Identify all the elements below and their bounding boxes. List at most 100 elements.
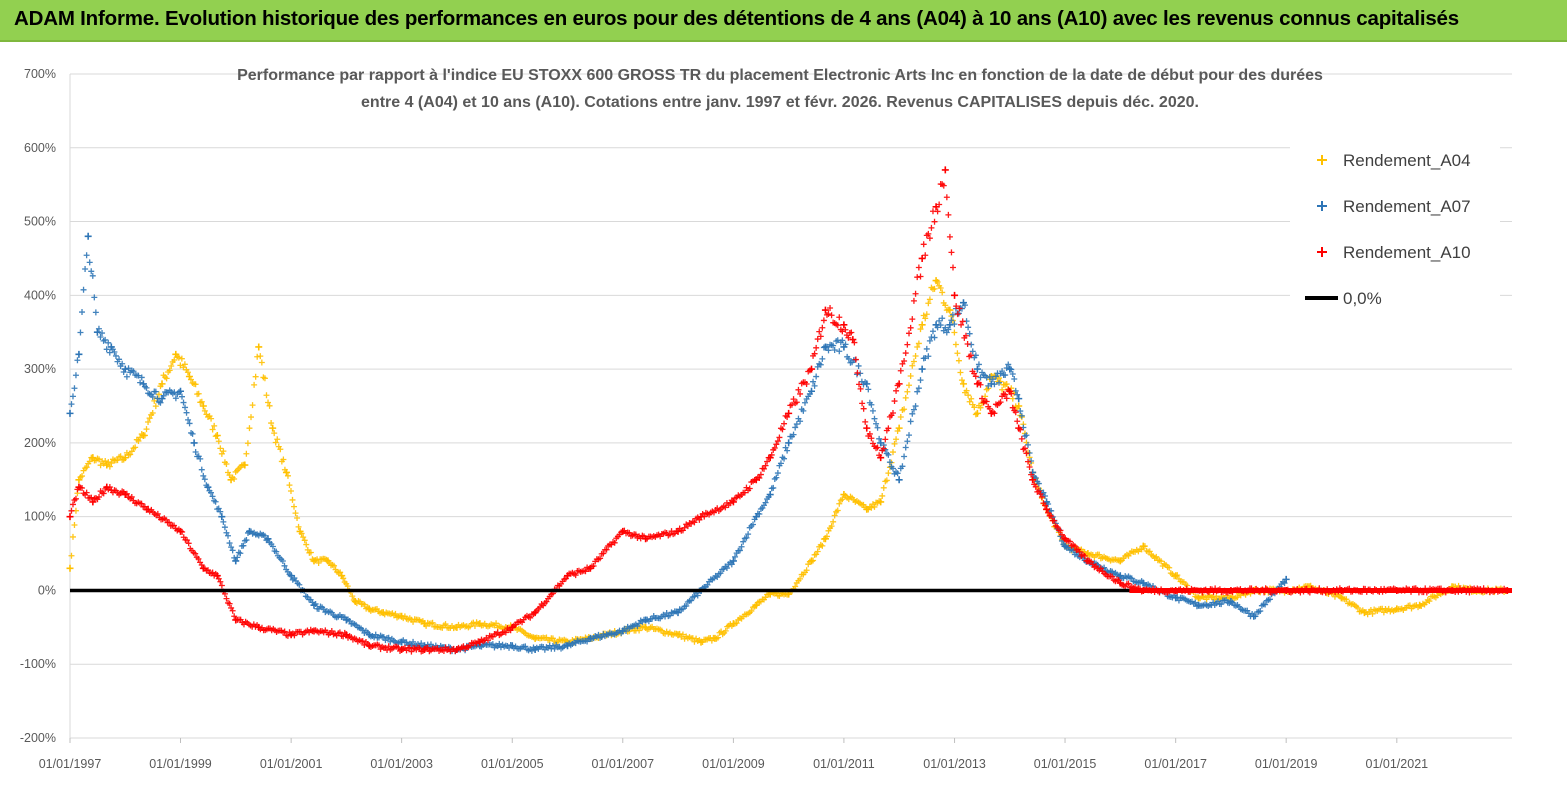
- marker: [917, 273, 924, 280]
- marker: [186, 420, 193, 427]
- marker: [746, 485, 753, 492]
- data-point: [310, 601, 318, 609]
- data-point: [190, 439, 198, 447]
- marker: [215, 438, 222, 445]
- marker: [68, 507, 75, 514]
- marker: [917, 326, 924, 333]
- marker: [901, 406, 908, 413]
- marker: [992, 373, 999, 380]
- marker: [600, 550, 607, 557]
- marker: [192, 550, 199, 557]
- marker: [790, 396, 797, 403]
- data-point: [877, 439, 885, 447]
- marker: [89, 272, 96, 279]
- marker: [1023, 432, 1030, 439]
- marker: [240, 542, 247, 549]
- marker: [152, 388, 159, 395]
- data-point: [66, 513, 74, 521]
- marker: [839, 496, 846, 503]
- marker: [773, 441, 780, 448]
- data-point: [342, 631, 350, 639]
- marker: [296, 581, 303, 588]
- marker: [679, 631, 686, 638]
- marker: [301, 537, 308, 544]
- marker: [851, 339, 858, 346]
- marker: [979, 395, 986, 402]
- x-tick-label: 01/01/2001: [260, 757, 323, 771]
- x-tick-label: 01/01/2017: [1144, 757, 1207, 771]
- data-point: [619, 527, 627, 535]
- data-point: [204, 483, 212, 491]
- marker: [252, 373, 259, 380]
- marker: [1071, 543, 1078, 550]
- marker: [284, 472, 291, 479]
- marker: [187, 376, 194, 383]
- marker: [876, 435, 883, 442]
- data-point: [895, 380, 903, 388]
- data-point: [785, 409, 793, 417]
- marker: [211, 422, 218, 429]
- marker: [71, 385, 78, 392]
- marker: [392, 610, 399, 617]
- marker: [663, 610, 670, 617]
- marker: [123, 373, 130, 380]
- marker: [797, 418, 804, 425]
- legend-marker: [1317, 155, 1327, 165]
- marker: [1017, 426, 1024, 433]
- marker: [955, 357, 962, 364]
- marker: [269, 543, 276, 550]
- marker: [784, 413, 791, 420]
- marker: [289, 496, 296, 503]
- data-point: [176, 387, 184, 395]
- marker: [102, 458, 109, 465]
- data-point: [75, 350, 83, 358]
- y-axis-ticks: -200% -100% 0% 100% 200% 300% 400% 500% 600% 700%: [20, 67, 56, 745]
- marker: [831, 346, 838, 353]
- marker: [1002, 391, 1009, 398]
- marker: [74, 357, 81, 364]
- marker: [931, 218, 938, 225]
- marker: [359, 638, 366, 645]
- marker: [929, 328, 936, 335]
- marker: [784, 447, 791, 454]
- marker: [691, 638, 698, 645]
- data-point: [918, 365, 926, 373]
- marker: [265, 399, 272, 406]
- marker: [1026, 464, 1033, 471]
- marker: [969, 348, 976, 355]
- x-tick-label: 01/01/1999: [149, 757, 212, 771]
- marker: [1369, 610, 1376, 617]
- marker: [1023, 450, 1030, 457]
- marker: [183, 409, 190, 416]
- marker: [868, 435, 875, 442]
- marker: [889, 410, 896, 417]
- marker: [218, 582, 225, 589]
- marker: [71, 521, 78, 528]
- marker: [817, 361, 824, 368]
- marker: [868, 401, 875, 408]
- marker: [810, 557, 817, 564]
- marker: [906, 382, 913, 389]
- marker: [922, 315, 929, 322]
- marker: [937, 284, 944, 291]
- marker: [977, 381, 984, 388]
- marker: [793, 399, 800, 406]
- marker: [97, 334, 104, 341]
- marker: [1042, 502, 1049, 509]
- marker: [261, 532, 268, 539]
- marker: [291, 503, 298, 510]
- marker: [788, 401, 795, 408]
- marker: [1014, 418, 1021, 425]
- marker: [666, 612, 673, 619]
- marker: [834, 322, 841, 329]
- marker: [626, 529, 633, 536]
- marker: [749, 521, 756, 528]
- marker: [972, 373, 979, 380]
- data-point: [282, 468, 290, 476]
- data-point: [508, 623, 516, 631]
- marker: [855, 362, 862, 369]
- marker: [885, 451, 892, 458]
- marker: [171, 356, 178, 363]
- marker: [1058, 531, 1065, 538]
- marker: [234, 554, 241, 561]
